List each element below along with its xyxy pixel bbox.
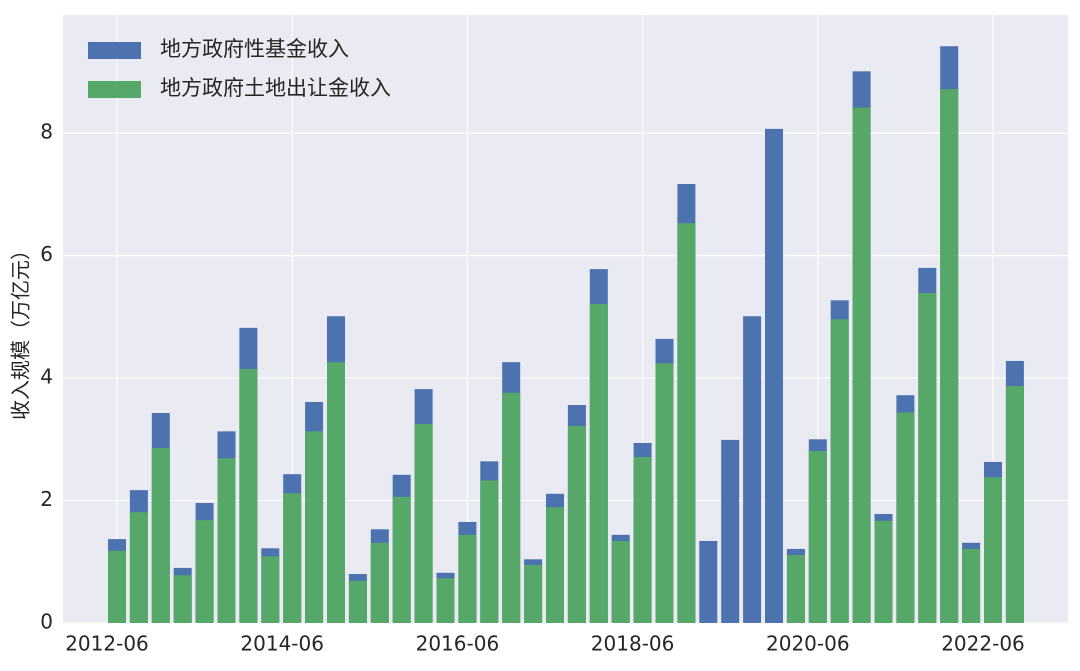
- bar: [567, 425, 586, 623]
- bar: [721, 439, 740, 623]
- legend-label: 地方政府性基金收入: [160, 37, 349, 61]
- bar: [348, 580, 367, 623]
- bar: [896, 412, 915, 623]
- bar: [108, 550, 126, 623]
- bar: [852, 107, 871, 623]
- bar: [874, 520, 893, 623]
- bar: [129, 512, 148, 623]
- x-tick-label: 2016-06: [416, 632, 500, 656]
- y-tick-label: 0: [40, 610, 53, 634]
- bar: [327, 362, 345, 623]
- bar: [414, 424, 433, 623]
- bar: [173, 575, 192, 623]
- y-tick-label: 2: [40, 487, 53, 511]
- x-tick-label: 2022-06: [941, 632, 1025, 656]
- bar: [239, 368, 258, 623]
- plot-area: [63, 15, 1068, 623]
- bar: [633, 457, 652, 623]
- x-tick-label: 2018-06: [591, 632, 675, 656]
- legend-swatch: [88, 81, 141, 98]
- bar: [786, 555, 805, 623]
- bar: [502, 392, 521, 623]
- bar: [765, 128, 783, 623]
- bar: [830, 319, 849, 623]
- bar: [655, 363, 674, 623]
- bar: [699, 540, 718, 623]
- bar: [217, 458, 236, 623]
- bar: [940, 89, 959, 623]
- x-tick-label: 2014-06: [240, 632, 324, 656]
- bar: [480, 480, 499, 623]
- bar: [589, 303, 608, 623]
- bar: [743, 316, 762, 623]
- bar: [546, 507, 564, 623]
- bar: [195, 520, 214, 623]
- bar: [305, 431, 324, 623]
- bar: [151, 447, 170, 623]
- legend-swatch: [88, 42, 141, 59]
- y-tick-label: 6: [40, 242, 53, 266]
- bar: [458, 534, 477, 623]
- bar: [392, 496, 411, 623]
- bar: [261, 556, 280, 623]
- bar: [370, 542, 389, 623]
- legend-label: 地方政府土地出让金收入: [160, 76, 391, 100]
- bar: [611, 540, 630, 623]
- bar: [1005, 386, 1024, 623]
- bar: [436, 578, 455, 623]
- y-tick-label: 4: [40, 365, 53, 389]
- bar: [524, 564, 543, 623]
- bar: [283, 493, 302, 623]
- y-axis-label: 收入规模（万亿元）: [9, 240, 33, 420]
- y-tick-label: 8: [40, 120, 53, 144]
- x-tick-label: 2020-06: [766, 632, 850, 656]
- bar: [918, 292, 937, 623]
- bar: [808, 450, 827, 623]
- bar: [962, 548, 981, 623]
- bar: [984, 477, 1002, 623]
- x-tick-label: 2012-06: [65, 632, 149, 656]
- bar: [677, 223, 696, 623]
